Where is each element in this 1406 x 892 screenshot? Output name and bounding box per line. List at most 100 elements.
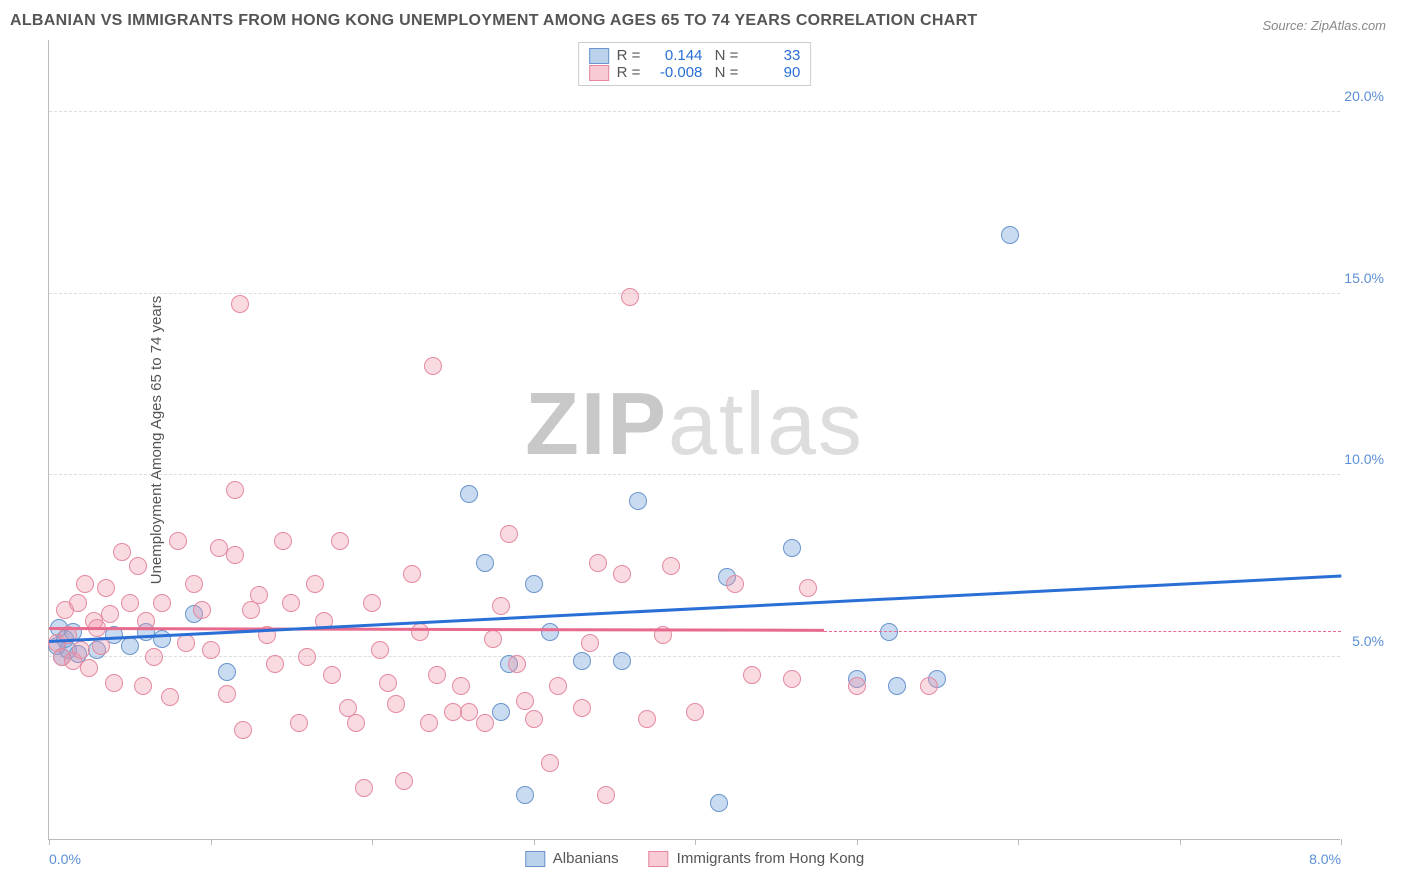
data-point <box>589 554 607 572</box>
data-point <box>629 492 647 510</box>
data-point <box>153 630 171 648</box>
data-point <box>298 648 316 666</box>
data-point <box>549 677 567 695</box>
n-value-blue: 33 <box>746 47 800 64</box>
data-point <box>226 481 244 499</box>
data-point <box>347 714 365 732</box>
x-tick-label: 0.0% <box>49 851 81 867</box>
data-point <box>129 557 147 575</box>
legend-row-hongkong: R = -0.008 N = 90 <box>589 64 801 81</box>
data-point <box>613 652 631 670</box>
data-point <box>355 779 373 797</box>
data-point <box>638 710 656 728</box>
n-label: N = <box>710 47 738 64</box>
data-point <box>424 357 442 375</box>
data-point <box>492 597 510 615</box>
data-point <box>420 714 438 732</box>
data-point <box>581 634 599 652</box>
x-tick-mark <box>1018 839 1019 845</box>
data-point <box>525 575 543 593</box>
gridline <box>49 111 1340 112</box>
data-point <box>226 546 244 564</box>
data-point <box>72 641 90 659</box>
legend-label-albanians: Albanians <box>553 850 619 867</box>
data-point <box>686 703 704 721</box>
data-point <box>161 688 179 706</box>
data-point <box>403 565 421 583</box>
data-point <box>541 754 559 772</box>
series-legend: Albanians Immigrants from Hong Kong <box>525 850 864 867</box>
data-point <box>121 637 139 655</box>
data-point <box>500 525 518 543</box>
data-point <box>76 575 94 593</box>
x-tick-mark <box>372 839 373 845</box>
data-point <box>105 674 123 692</box>
data-point <box>282 594 300 612</box>
plot-region: ZIPatlas R = 0.144 N = 33 R = -0.008 N =… <box>48 40 1340 840</box>
x-tick-mark <box>695 839 696 845</box>
data-point <box>428 666 446 684</box>
data-point <box>597 786 615 804</box>
data-point <box>621 288 639 306</box>
gridline <box>49 656 1340 657</box>
data-point <box>411 623 429 641</box>
data-point <box>1001 226 1019 244</box>
data-point <box>484 630 502 648</box>
x-tick-mark <box>534 839 535 845</box>
legend-label-hongkong: Immigrants from Hong Kong <box>677 850 865 867</box>
trend-line <box>824 631 1341 632</box>
data-point <box>218 663 236 681</box>
data-point <box>202 641 220 659</box>
x-tick-mark <box>1341 839 1342 845</box>
chart-title: ALBANIAN VS IMMIGRANTS FROM HONG KONG UN… <box>10 12 978 30</box>
data-point <box>920 677 938 695</box>
x-tick-mark <box>211 839 212 845</box>
data-point <box>331 532 349 550</box>
watermark-zip: ZIP <box>525 374 668 473</box>
data-point <box>848 677 866 695</box>
data-point <box>101 605 119 623</box>
data-point <box>573 699 591 717</box>
data-point <box>177 634 195 652</box>
x-tick-mark <box>857 839 858 845</box>
legend-row-albanians: R = 0.144 N = 33 <box>589 47 801 64</box>
gridline <box>49 293 1340 294</box>
data-point <box>743 666 761 684</box>
data-point <box>121 594 139 612</box>
data-point <box>185 575 203 593</box>
r-value-blue: 0.144 <box>648 47 702 64</box>
data-point <box>710 794 728 812</box>
data-point <box>662 557 680 575</box>
data-point <box>613 565 631 583</box>
data-point <box>97 579 115 597</box>
y-tick-label: 5.0% <box>1352 633 1384 649</box>
swatch-pink <box>589 65 609 81</box>
chart-area: Unemployment Among Ages 65 to 74 years Z… <box>48 40 1386 840</box>
correlation-legend: R = 0.144 N = 33 R = -0.008 N = 90 <box>578 42 812 86</box>
data-point <box>193 601 211 619</box>
swatch-blue <box>589 48 609 64</box>
x-tick-label: 8.0% <box>1309 851 1341 867</box>
data-point <box>799 579 817 597</box>
data-point <box>395 772 413 790</box>
data-point <box>306 575 324 593</box>
data-point <box>573 652 591 670</box>
data-point <box>541 623 559 641</box>
data-point <box>387 695 405 713</box>
data-point <box>516 692 534 710</box>
data-point <box>726 575 744 593</box>
r-label: R = <box>617 64 641 81</box>
data-point <box>134 677 152 695</box>
data-point <box>888 677 906 695</box>
legend-item-albanians: Albanians <box>525 850 619 867</box>
r-value-pink: -0.008 <box>648 64 702 81</box>
data-point <box>452 677 470 695</box>
data-point <box>516 786 534 804</box>
data-point <box>290 714 308 732</box>
gridline <box>49 474 1340 475</box>
watermark-atlas: atlas <box>668 374 864 473</box>
data-point <box>371 641 389 659</box>
data-point <box>492 703 510 721</box>
watermark: ZIPatlas <box>525 373 864 475</box>
y-tick-label: 10.0% <box>1344 451 1384 467</box>
